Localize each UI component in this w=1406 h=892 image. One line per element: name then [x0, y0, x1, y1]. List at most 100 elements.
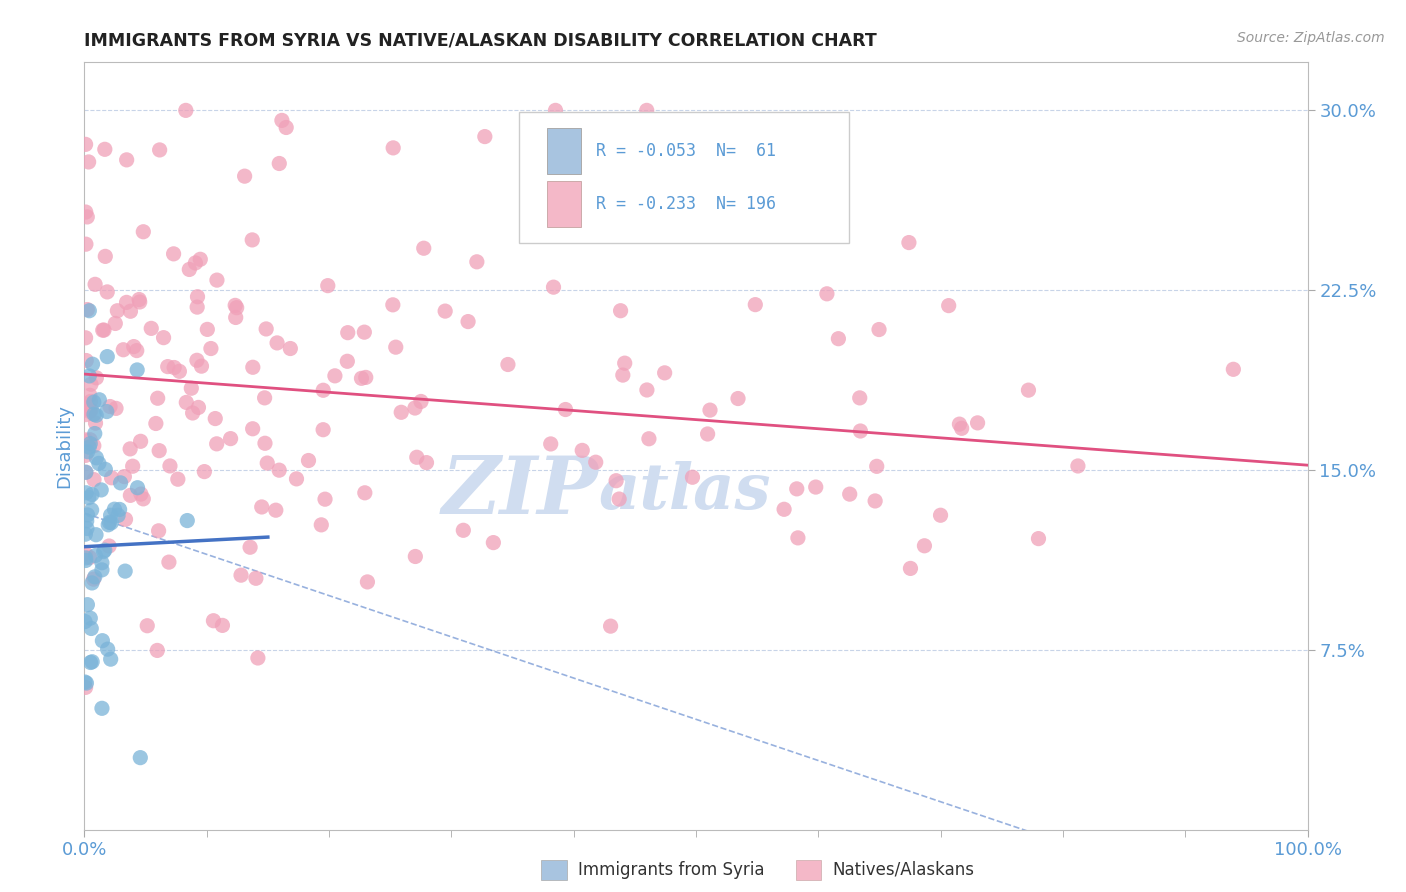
Point: [76, 514, 98, 528]
Point: [100, 471, 122, 485]
Point: [200, 342, 222, 356]
Point: [938, 299, 960, 313]
Point: [98, 539, 121, 553]
Point: [75, 449, 97, 463]
Point: [543, 280, 565, 294]
Point: [264, 503, 287, 517]
Point: [79, 404, 101, 418]
Point: [529, 132, 551, 146]
Point: [129, 434, 152, 449]
Point: [211, 618, 233, 632]
Point: [76, 210, 98, 224]
Point: [179, 262, 201, 277]
Point: [75, 676, 97, 690]
Point: [76, 598, 98, 612]
Point: [242, 360, 264, 375]
Point: [682, 470, 704, 484]
Point: [827, 332, 849, 346]
FancyBboxPatch shape: [519, 112, 849, 243]
Point: [100, 516, 122, 530]
Point: [75, 465, 97, 479]
Point: [193, 465, 215, 479]
Bar: [547, 181, 581, 227]
Bar: [547, 128, 581, 174]
Point: [866, 459, 889, 474]
Point: [80, 403, 103, 417]
Point: [86, 371, 108, 385]
Point: [79, 550, 101, 565]
Point: [76, 521, 98, 535]
Point: [176, 514, 198, 528]
Point: [246, 651, 269, 665]
Y-axis label: Disability: Disability: [55, 404, 73, 488]
Point: [112, 343, 135, 357]
Point: [94, 462, 117, 476]
Point: [79, 368, 101, 383]
Point: [571, 443, 593, 458]
Point: [384, 340, 406, 354]
Point: [186, 290, 208, 304]
Point: [849, 424, 872, 438]
Point: [453, 524, 475, 538]
Point: [79, 611, 101, 625]
Point: [266, 335, 288, 350]
Point: [83, 395, 105, 409]
Point: [256, 456, 278, 470]
Point: [950, 421, 973, 435]
Point: [1067, 458, 1090, 473]
Point: [128, 293, 150, 307]
Point: [599, 619, 621, 633]
Point: [605, 474, 627, 488]
Point: [121, 459, 143, 474]
Point: [389, 405, 412, 419]
Point: [457, 315, 479, 329]
Point: [409, 394, 432, 409]
Point: [84, 409, 107, 423]
Point: [83, 570, 105, 584]
Point: [186, 300, 208, 314]
Point: [132, 225, 155, 239]
Point: [128, 295, 150, 310]
Text: Immigrants from Syria: Immigrants from Syria: [578, 861, 765, 879]
Point: [75, 137, 97, 152]
Point: [224, 298, 246, 312]
Point: [114, 512, 136, 526]
Point: [152, 331, 174, 345]
Point: [105, 303, 128, 318]
Point: [100, 508, 122, 523]
Point: [496, 358, 519, 372]
Point: [73, 615, 96, 629]
Point: [80, 377, 103, 392]
Point: [129, 750, 152, 764]
Point: [79, 303, 101, 318]
Text: R = -0.233  N= 196: R = -0.233 N= 196: [596, 195, 776, 213]
Point: [75, 205, 97, 219]
Point: [636, 383, 658, 397]
Point: [815, 286, 838, 301]
Point: [82, 655, 104, 669]
Point: [696, 427, 718, 442]
Point: [115, 153, 138, 167]
Point: [474, 129, 496, 144]
Point: [83, 572, 105, 586]
Point: [84, 416, 107, 430]
Point: [100, 652, 122, 666]
Point: [323, 368, 346, 383]
Point: [93, 544, 115, 558]
Point: [242, 422, 264, 436]
Point: [585, 455, 607, 469]
Point: [540, 437, 562, 451]
Point: [148, 443, 170, 458]
Point: [297, 453, 319, 467]
Point: [125, 343, 148, 358]
Point: [181, 406, 204, 420]
Point: [195, 322, 218, 336]
Point: [253, 436, 276, 450]
Point: [76, 302, 98, 317]
Point: [838, 487, 860, 501]
Point: [73, 675, 96, 690]
Point: [229, 568, 252, 582]
Point: [186, 353, 208, 368]
Point: [77, 491, 100, 505]
Point: [97, 517, 120, 532]
